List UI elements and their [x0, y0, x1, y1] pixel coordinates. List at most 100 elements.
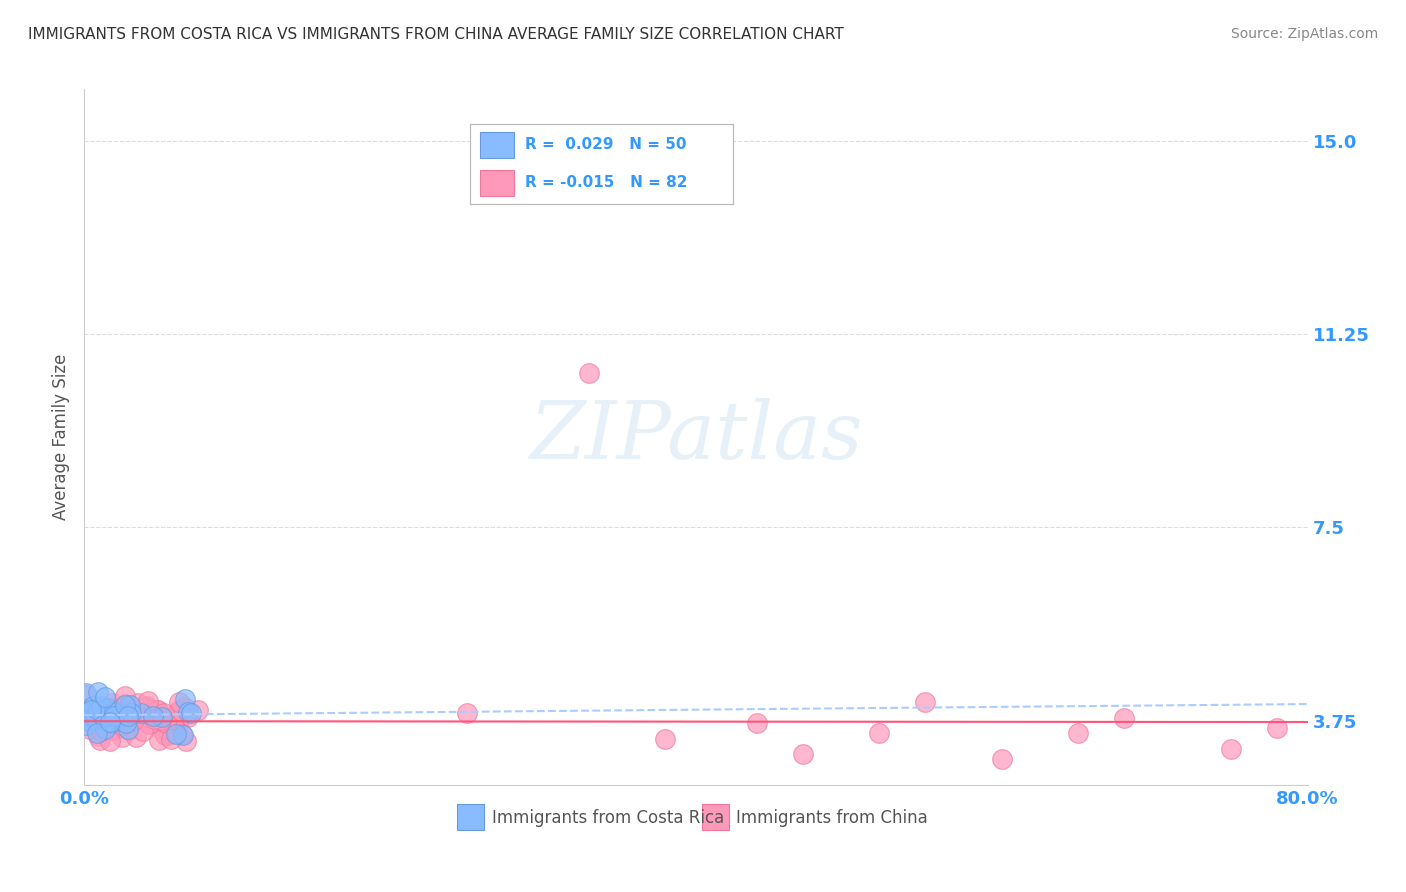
Point — [82, 704, 104, 718]
Point — [177, 710, 200, 724]
Point — [84, 714, 107, 728]
Text: Immigrants from Costa Rica: Immigrants from Costa Rica — [492, 809, 724, 828]
Point — [127, 696, 149, 710]
Point — [167, 703, 190, 717]
Point — [129, 706, 152, 721]
Point — [75, 710, 97, 724]
Point — [174, 733, 197, 747]
Point — [153, 706, 176, 721]
Point — [167, 694, 190, 708]
Point — [120, 698, 142, 712]
Point — [792, 747, 814, 761]
Point — [153, 728, 176, 742]
Point — [152, 723, 174, 737]
Point — [84, 712, 107, 726]
Point — [180, 706, 202, 720]
Text: ZIPatlas: ZIPatlas — [529, 399, 863, 475]
Point — [142, 709, 165, 723]
Point — [110, 700, 132, 714]
Point — [77, 710, 100, 724]
Point — [76, 714, 98, 728]
Point — [115, 699, 138, 714]
Point — [1220, 742, 1243, 756]
Point — [82, 698, 104, 713]
Point — [98, 734, 121, 748]
Point — [118, 723, 141, 737]
Point — [104, 709, 127, 723]
Point — [100, 715, 122, 730]
Point — [138, 717, 160, 731]
Point — [456, 706, 478, 720]
Point — [170, 727, 193, 741]
Point — [578, 366, 600, 380]
Point — [97, 710, 120, 724]
Point — [114, 689, 136, 703]
Point — [84, 706, 107, 721]
Point — [136, 694, 159, 708]
Bar — [702, 804, 728, 830]
Point — [110, 710, 132, 724]
Point — [94, 700, 117, 714]
Point — [104, 723, 127, 738]
Point — [100, 706, 122, 720]
Point — [75, 688, 97, 702]
Point — [111, 731, 134, 745]
Point — [148, 733, 170, 747]
Point — [87, 685, 110, 699]
Point — [654, 731, 676, 746]
Point — [96, 714, 118, 729]
Y-axis label: Average Family Size: Average Family Size — [52, 354, 70, 520]
Point — [90, 706, 112, 720]
Bar — [457, 804, 484, 830]
Point — [167, 723, 190, 738]
Point — [132, 699, 155, 714]
Point — [114, 698, 136, 712]
Point — [176, 705, 198, 719]
Point — [80, 703, 103, 717]
Point — [107, 712, 129, 726]
Point — [101, 723, 124, 737]
Point — [97, 718, 120, 732]
Point — [173, 692, 195, 706]
Point — [132, 723, 155, 738]
Point — [90, 699, 112, 714]
Point — [120, 706, 142, 721]
Point — [165, 706, 187, 721]
Point — [117, 714, 139, 729]
Point — [80, 713, 103, 727]
Point — [100, 715, 122, 730]
Point — [143, 716, 166, 731]
Point — [167, 716, 190, 731]
Point — [747, 716, 769, 731]
Point — [87, 729, 110, 743]
Point — [86, 699, 108, 714]
Point — [114, 698, 136, 712]
Point — [110, 718, 132, 732]
Point — [150, 709, 173, 723]
Text: IMMIGRANTS FROM COSTA RICA VS IMMIGRANTS FROM CHINA AVERAGE FAMILY SIZE CORRELAT: IMMIGRANTS FROM COSTA RICA VS IMMIGRANTS… — [28, 27, 844, 42]
Point — [91, 706, 114, 720]
Point — [169, 704, 191, 718]
Point — [128, 708, 150, 723]
Point — [94, 707, 117, 722]
Point — [77, 708, 100, 723]
Point — [93, 711, 115, 725]
Point — [146, 703, 169, 717]
Point — [79, 722, 101, 736]
Point — [100, 714, 122, 729]
Point — [125, 730, 148, 744]
Point — [136, 715, 159, 730]
Text: Immigrants from China: Immigrants from China — [737, 809, 928, 828]
Point — [86, 704, 108, 718]
Point — [90, 712, 112, 726]
Point — [103, 706, 125, 720]
Point — [160, 732, 183, 747]
Point — [155, 716, 177, 731]
Point — [117, 709, 139, 723]
Point — [869, 726, 891, 740]
Point — [75, 718, 97, 732]
Point — [75, 686, 97, 700]
Point — [187, 704, 209, 718]
Point — [108, 717, 131, 731]
Point — [98, 701, 121, 715]
